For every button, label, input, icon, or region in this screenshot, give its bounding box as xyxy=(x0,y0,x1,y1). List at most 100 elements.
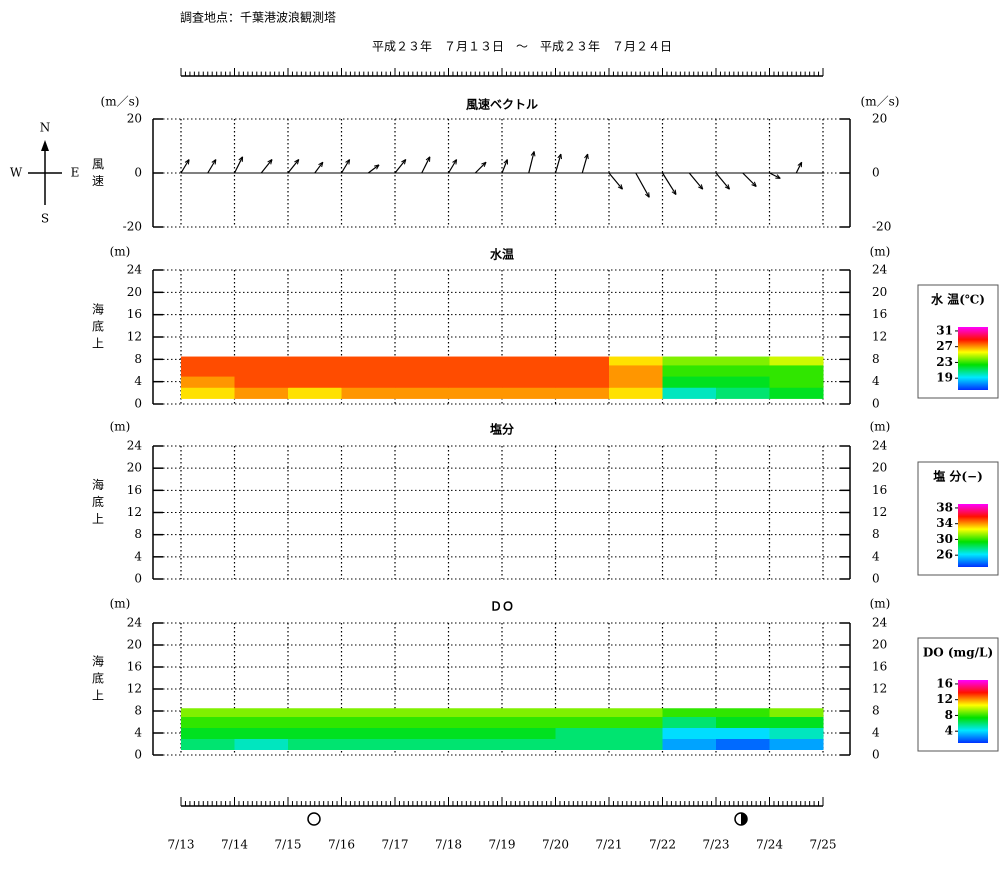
heat-cell xyxy=(502,376,556,388)
panel-title: ＤＯ xyxy=(490,600,514,614)
wind-arrowhead xyxy=(724,184,730,190)
wind-arrowhead xyxy=(374,164,380,170)
heat-cell xyxy=(395,364,449,377)
wind-vector xyxy=(501,159,508,174)
heat-cell xyxy=(609,708,663,717)
wind-arrowhead xyxy=(751,181,757,187)
y-tick-label-left: 12 xyxy=(127,682,142,696)
heat-cell xyxy=(609,738,663,750)
heat-cell xyxy=(662,708,717,717)
y-tick-label-left: 20 xyxy=(127,112,142,126)
heat-cell xyxy=(609,716,663,728)
heat-cell xyxy=(555,738,610,750)
heat-cell xyxy=(662,738,717,750)
half-moon-shade xyxy=(741,813,747,825)
wind-vector xyxy=(688,172,704,190)
heat-cell xyxy=(609,727,663,739)
wind-arrowhead xyxy=(617,184,623,190)
y-tick-label-left: 24 xyxy=(127,439,143,453)
heat-cell xyxy=(288,716,342,728)
compass: N S W E xyxy=(10,121,80,226)
x-tick-label: 7/19 xyxy=(489,838,516,852)
y-tick-label-left: 0 xyxy=(134,166,142,180)
heat-cell xyxy=(448,738,503,750)
heat-cell xyxy=(448,356,503,366)
heat-cell xyxy=(769,356,824,366)
wind-vector xyxy=(233,156,244,174)
panel: 塩分 (m) (m) 海底上 0 0 4 4 8 8 12 12 16 16 20 20 24 24 塩 分(−) 3… xyxy=(92,420,999,586)
y-tick-label-left: 12 xyxy=(127,505,142,519)
heat-cell xyxy=(341,356,396,366)
x-tick-label: 7/23 xyxy=(703,838,730,852)
colorbar-title: 水 温(℃) xyxy=(931,292,985,307)
heat-cell xyxy=(288,356,342,366)
heat-cell xyxy=(502,716,556,728)
colorbar-title: 塩 分(−) xyxy=(933,469,983,484)
y-tick-label-left: 24 xyxy=(127,263,143,277)
heat-cell xyxy=(448,364,503,377)
heat-cell xyxy=(662,716,717,728)
wind-vector xyxy=(394,159,407,174)
colorbar-tick-label: 23 xyxy=(936,355,953,369)
heat-cell xyxy=(716,376,770,388)
heat-cell xyxy=(769,376,824,388)
x-tick-label: 7/24 xyxy=(756,838,783,852)
heat-cell xyxy=(769,727,824,739)
wind-vector xyxy=(287,159,300,174)
wind-arrowhead xyxy=(294,159,300,165)
compass-s: S xyxy=(41,212,49,226)
unit-right: (m／s) xyxy=(861,95,900,109)
wind-vector xyxy=(207,159,217,174)
panel: 水温 (m) (m) 海底上 0 0 4 4 8 8 12 12 16 16 20 20 24 24 水 温(℃) 3… xyxy=(92,245,999,411)
x-tick-label: 7/17 xyxy=(382,838,409,852)
heat-cell xyxy=(341,387,396,399)
wind-vector xyxy=(608,172,623,190)
y-tick-label-right: 0 xyxy=(872,166,880,180)
heat-cell xyxy=(448,376,503,388)
y-tick-label-right: -20 xyxy=(872,220,891,234)
x-tick-label: 7/13 xyxy=(168,838,195,852)
y-tick-label-left: 24 xyxy=(127,616,143,630)
y-tick-label-left: 0 xyxy=(134,397,142,411)
y-tick-label-right: 12 xyxy=(872,682,887,696)
wind-vector xyxy=(474,161,487,174)
heat-cell xyxy=(609,376,663,388)
wind-vector xyxy=(635,172,650,198)
heat-cell xyxy=(181,364,235,377)
y-tick-label-right: 24 xyxy=(872,439,888,453)
heat-cell xyxy=(662,387,717,399)
heat-cell xyxy=(234,708,289,717)
heat-cell xyxy=(555,364,610,377)
heat-cell xyxy=(555,387,610,399)
heat-cell xyxy=(716,708,770,717)
heat-cell xyxy=(234,387,289,399)
heat-cell xyxy=(555,716,610,728)
y-tick-label-left: 20 xyxy=(127,638,142,652)
y-tick-label-right: 8 xyxy=(872,352,880,366)
y-label: 海 xyxy=(92,654,104,669)
heat-cell xyxy=(395,356,449,366)
compass-arrow xyxy=(41,140,49,151)
heat-cell xyxy=(395,708,449,717)
y-tick-label-right: 4 xyxy=(872,549,880,563)
wind-arrowhead xyxy=(503,159,508,165)
wind-vector xyxy=(554,153,562,174)
y-tick-label-right: 8 xyxy=(872,527,880,541)
y-label: 上 xyxy=(92,512,104,526)
y-tick-label-left: 4 xyxy=(134,374,142,388)
wind-arrowhead xyxy=(211,159,217,165)
colorbar-tick-label: 34 xyxy=(936,516,953,530)
y-tick-label-right: 4 xyxy=(872,726,880,740)
colorbar-tick-label: 38 xyxy=(936,500,953,514)
heat-cell xyxy=(181,738,235,750)
heat-cell xyxy=(181,708,235,717)
y-tick-label-left: 8 xyxy=(134,704,142,718)
wind-vector xyxy=(661,172,677,195)
heat-cell xyxy=(502,708,556,717)
unit-left: (m) xyxy=(110,245,131,259)
wind-vector xyxy=(528,151,535,174)
colorbar-tick-label: 26 xyxy=(936,548,953,562)
compass-e: E xyxy=(71,166,80,180)
heat-cell xyxy=(769,716,824,728)
wind-vector xyxy=(447,159,458,174)
